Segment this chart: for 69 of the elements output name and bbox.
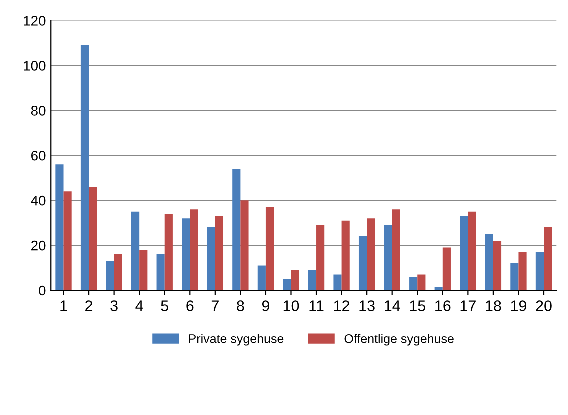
bar <box>89 187 98 290</box>
x-tick-label: 18 <box>486 300 502 312</box>
bar <box>392 210 400 290</box>
bar <box>410 277 418 290</box>
bar <box>367 218 376 290</box>
x-tick-label: 12 <box>334 300 350 312</box>
bar <box>207 228 216 290</box>
bar <box>536 252 544 290</box>
bar <box>266 207 274 290</box>
bar <box>258 266 266 290</box>
bar <box>283 279 292 290</box>
bar <box>190 210 198 290</box>
bar <box>342 220 350 290</box>
y-tick-label: 80 <box>31 106 46 116</box>
x-tick-label: 16 <box>436 300 451 312</box>
y-tick-label: 0 <box>39 286 46 296</box>
bar <box>358 236 368 290</box>
bar <box>240 200 249 290</box>
x-tick-label: 10 <box>284 300 300 312</box>
bar <box>442 248 451 290</box>
x-tick-label: 11 <box>310 300 324 312</box>
bar <box>510 264 519 290</box>
bar <box>308 270 317 290</box>
legend-label: Offentlige sygehuse <box>344 334 454 346</box>
bar <box>384 225 392 290</box>
bar <box>132 212 140 290</box>
bar <box>485 234 494 290</box>
bar <box>182 218 190 290</box>
x-tick-label: 5 <box>161 300 168 312</box>
bar <box>64 192 72 290</box>
x-tick-label: 6 <box>186 300 194 312</box>
x-tick-label: 2 <box>86 300 93 312</box>
x-tick-label: 17 <box>460 300 476 312</box>
x-tick-label: 4 <box>136 300 144 312</box>
x-tick-label: 7 <box>212 300 219 312</box>
x-tick-label: 15 <box>410 300 426 312</box>
bar <box>56 164 64 290</box>
y-tick-label: 120 <box>24 16 46 26</box>
bar <box>156 254 165 290</box>
bar <box>544 228 552 290</box>
bar <box>493 241 502 290</box>
x-tick-label: 1 <box>60 300 68 312</box>
x-tick-label: 20 <box>536 300 552 312</box>
x-tick-label: 14 <box>385 300 400 312</box>
y-tick-label: 20 <box>32 240 46 251</box>
bar <box>434 287 443 290</box>
bar <box>468 212 476 290</box>
x-tick-label: 3 <box>110 300 118 312</box>
bar <box>80 45 90 290</box>
bar <box>114 254 122 290</box>
legend-label: Private sygehuse <box>189 334 284 346</box>
bar <box>140 250 148 290</box>
bar <box>106 261 114 290</box>
bar <box>215 216 224 290</box>
y-tick-label: 40 <box>31 196 46 206</box>
x-tick-label: 8 <box>237 300 244 312</box>
bar <box>316 225 325 290</box>
y-tick-label: 60 <box>32 150 46 161</box>
bar <box>334 274 342 290</box>
x-tick-label: 9 <box>262 300 270 312</box>
x-tick-label: 13 <box>360 300 375 312</box>
bar <box>518 252 527 290</box>
bar <box>164 214 173 290</box>
bar <box>460 216 468 290</box>
bar <box>291 270 300 290</box>
y-tick-label: 100 <box>24 61 46 71</box>
bar <box>232 169 241 290</box>
bar <box>418 274 426 290</box>
x-tick-label: 19 <box>511 300 526 312</box>
